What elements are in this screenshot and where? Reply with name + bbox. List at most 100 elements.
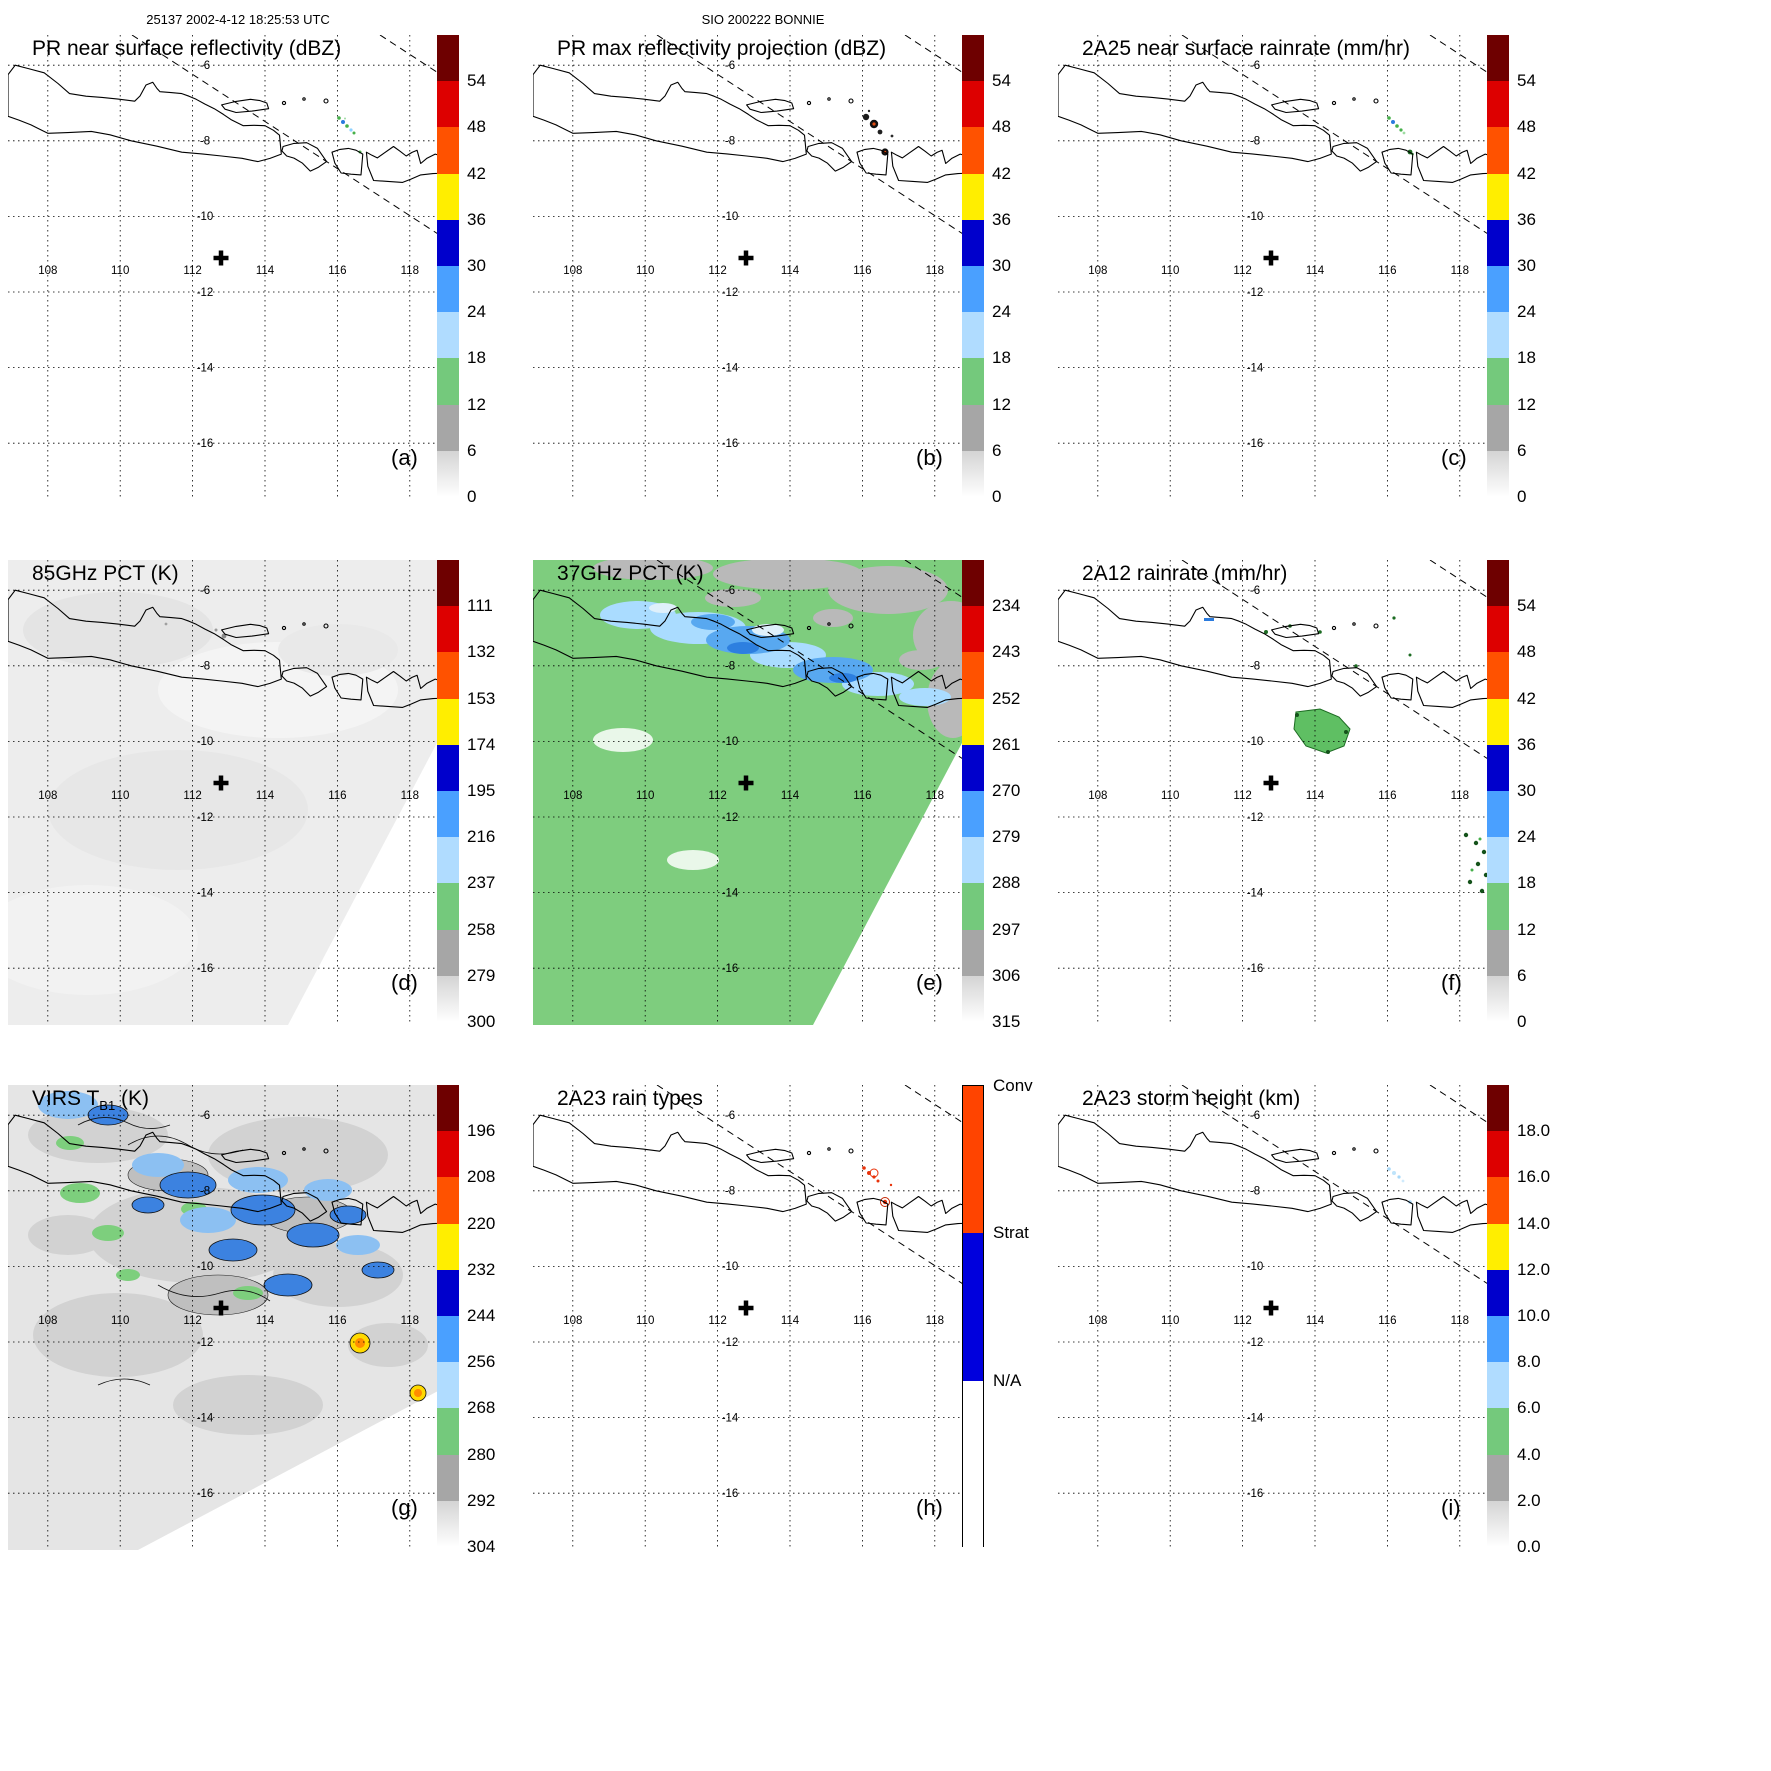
colorbar-tick-label: 48 [1517, 642, 1536, 662]
colorbar-tick-label: 292 [467, 1490, 496, 1510]
colorbar-segment [1487, 1362, 1509, 1409]
panel-f: 2A12 rainrate (mm/hr) [1058, 560, 1583, 1032]
colorbar-segment [1487, 1085, 1509, 1132]
colorbar-tick-label: 288 [992, 873, 1021, 893]
map-g: (g) [8, 1085, 438, 1550]
storm-label: SIO 200222 BONNIE [701, 12, 825, 27]
colorbar-tick-label: 6.0 [1517, 1398, 1541, 1418]
colorbar-tick-label: 234 [992, 596, 1021, 616]
colorbar-tick-label: 0 [467, 487, 477, 506]
map-h: (h) [533, 1085, 963, 1550]
colorbar-tick-label: 279 [467, 965, 496, 985]
colorbar-tick-label: 256 [467, 1352, 496, 1372]
colorbar-tick-label: 279 [992, 827, 1021, 847]
colorbar-tick-label: 42 [992, 163, 1011, 183]
colorbar-max-reflectivity: 54 48 42 36 30 24 18 12 6 0 [962, 35, 1011, 506]
pale-patch [667, 850, 719, 870]
colorbar-segment [1487, 1131, 1509, 1178]
colorbar-tick-label: 174 [467, 734, 496, 754]
panel-title: PR max reflectivity projection (dBZ) [557, 37, 887, 60]
panel-e: 37GHz PCT (K) [533, 560, 1058, 1032]
colorbar-tick-label: 237 [467, 873, 496, 893]
colorbar-segment [1487, 929, 1509, 977]
colorbar-segment [437, 1085, 459, 1132]
colorbar-tick-label: 54 [1517, 71, 1536, 91]
colorbar-segment [1487, 1408, 1509, 1456]
colorbar-segment [1487, 266, 1509, 313]
colorbar-segment [962, 450, 984, 498]
colorbar-tick-label: 195 [467, 781, 496, 800]
colorbar-tick-label: 30 [1517, 256, 1536, 275]
colorbar-tick-label: 304 [467, 1537, 496, 1556]
colorbar-tick-label: 36 [1517, 734, 1536, 754]
colorbar-rain-types: Conv Strat N/A [962, 1076, 1033, 1548]
panel-d: 85GHz PCT (K) (d) 111 132 153 174 195 216 237 2… [8, 560, 533, 1032]
colorbar-segment [1487, 698, 1509, 746]
colorbar-segment [1487, 744, 1509, 792]
panel-letter: (f) [1441, 970, 1462, 995]
colorbar-segment [1487, 312, 1509, 359]
colorbar-segment [437, 1223, 459, 1271]
colorbar-segment [437, 744, 459, 792]
colorbar-rainrate: 54 48 42 36 30 24 18 12 6 0 [1487, 35, 1536, 506]
colorbar-segment [437, 312, 459, 359]
colorbar-segment [437, 266, 459, 313]
colorbar-tick-label: 30 [992, 256, 1011, 275]
panel-title: PR near surface reflectivity (dBZ) [32, 37, 342, 60]
colorbar-segment [962, 81, 984, 128]
colorbar-segment [437, 1454, 459, 1502]
colorbar-category-label: Conv [993, 1076, 1033, 1095]
light-blue-cloud-patches [38, 1091, 380, 1255]
colorbar-tick-label: 24 [467, 302, 486, 322]
colorbar-segment [962, 837, 984, 884]
colorbar-segment [1487, 173, 1509, 221]
panel-title: 2A12 rainrate (mm/hr) [1082, 562, 1288, 585]
colorbar-tick-label: 111 [467, 596, 493, 616]
colorbar-tick-label: 12.0 [1517, 1259, 1551, 1279]
panel-c: 2A25 near surface rainrate (mm/hr) (c) 5… [1058, 35, 1583, 507]
colorbar-tick-label: 4.0 [1517, 1444, 1541, 1464]
map-a: (a) [8, 35, 438, 500]
colorbar-segment [437, 975, 459, 1023]
colorbar-segment [1487, 791, 1509, 838]
panel-title: 85GHz PCT (K) [32, 562, 179, 585]
colorbar-segment [962, 560, 984, 607]
colorbar-segment [1487, 358, 1509, 406]
colorbar-tick-label: 48 [1517, 117, 1536, 137]
colorbar-tick-label: 6 [992, 440, 1002, 460]
colorbar-segment [962, 791, 984, 838]
colorbar-segment [962, 219, 984, 267]
colorbar-tick-label: 16.0 [1517, 1167, 1551, 1187]
map-b: (b) [533, 35, 963, 500]
colorbar-segment [1487, 975, 1509, 1023]
colorbar-tick-label: 18 [1517, 348, 1536, 368]
colorbar-tick-label: 0 [1517, 487, 1527, 506]
colorbar-tick-label: 14.0 [1517, 1213, 1551, 1233]
colorbar-segment [437, 560, 459, 607]
colorbar-tick-label: 232 [467, 1259, 496, 1279]
colorbar-tick-label: 2.0 [1517, 1490, 1541, 1510]
colorbar-tick-label: 0 [992, 487, 1002, 506]
colorbar-tick-label: 297 [992, 919, 1021, 939]
colorbar-tick-label: 243 [992, 642, 1021, 662]
colorbar-tick-label: 12 [467, 394, 486, 414]
colorbar-segment [437, 883, 459, 931]
colorbar-37ghz-pct: 234 243 252 261 270 279 288 297 306 315 [962, 560, 1020, 1031]
colorbar-tick-label: 36 [467, 209, 486, 229]
map-f: (f) [1058, 560, 1488, 1025]
colorbar-tick-label: 24 [1517, 827, 1536, 847]
colorbar-tick-label: 132 [467, 642, 496, 662]
colorbar-segment [437, 358, 459, 406]
colorbar-tick-label: 306 [992, 965, 1021, 985]
warm-spot-blobs [349, 1332, 427, 1402]
scattered-cells-southeast [1463, 832, 1488, 894]
colorbar-segment [1487, 127, 1509, 175]
panel-letter: (d) [391, 970, 418, 995]
colorbar-tick-label: 153 [467, 688, 496, 708]
virs-tb1-field [8, 1085, 438, 1550]
colorbar-tick-label: 30 [467, 256, 486, 275]
colorbar-segment [962, 929, 984, 977]
colorbar-segment [437, 450, 459, 498]
colorbar-tmi-rainrate: 54 48 42 36 30 24 18 12 6 0 [1487, 560, 1536, 1031]
